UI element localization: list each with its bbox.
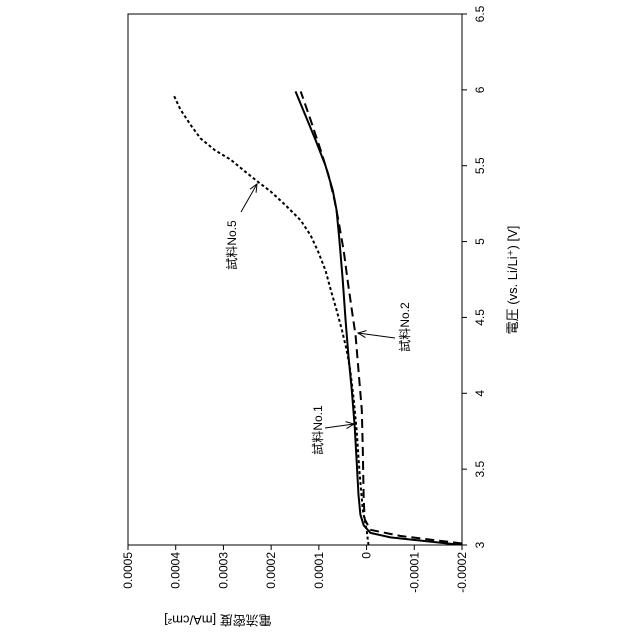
y-tick-label: 0.0001 <box>312 552 326 589</box>
x-tick-label: 5 <box>473 238 487 245</box>
annotation-arrow <box>358 333 396 339</box>
annotation-arrow <box>324 424 354 428</box>
y-tick-label: 0.0004 <box>169 552 183 589</box>
series-layer <box>172 91 462 545</box>
x-axis-title: 電圧 (vs. Li/Li⁺) [V] <box>505 226 520 335</box>
annotation-series-3: 試料No.5 <box>224 184 257 270</box>
y-tick-label: -0.0001 <box>407 552 421 593</box>
x-axis: 3 3.5 4 4.5 5 5.5 6 6.5 <box>462 5 487 548</box>
x-tick-label: 5.5 <box>473 157 487 174</box>
x-tick-label: 3.5 <box>473 460 487 477</box>
annotation-label: 試料No.1 <box>310 405 325 455</box>
annotation-label: 試料No.5 <box>224 220 239 270</box>
y-tick-label: 0.0002 <box>264 552 278 589</box>
annotation-series-2: 試料No.2 <box>358 302 412 352</box>
x-tick-label: 4 <box>473 390 487 397</box>
x-tick-label: 3 <box>473 541 487 548</box>
y-axis: -0.0002 -0.0001 0 0.0001 0.0002 0.0003 0.0004 0… <box>121 545 469 593</box>
series-line-3 <box>172 93 370 545</box>
series-line-1 <box>294 91 462 545</box>
y-tick-label: 0.0005 <box>121 552 135 589</box>
y-tick-label: 0.0003 <box>216 552 230 589</box>
rotated-figure: 3 3.5 4 4.5 5 5.5 6 6.5 -0.0002 -0.0001 0 0.0001 0.… <box>121 5 520 627</box>
y-tick-label: -0.0002 <box>455 552 469 593</box>
plot-frame <box>127 13 463 546</box>
annotation-label: 試料No.2 <box>397 302 412 352</box>
annotation-arrow <box>240 184 257 213</box>
annotation-series-1: 試料No.1 <box>310 405 354 455</box>
y-tick-label: 0 <box>360 552 374 559</box>
y-axis-title: 電流密度 [mA/cm²] <box>164 613 272 628</box>
x-tick-label: 6 <box>473 86 487 93</box>
x-tick-label: 4.5 <box>473 309 487 326</box>
x-tick-label: 6.5 <box>473 5 487 22</box>
